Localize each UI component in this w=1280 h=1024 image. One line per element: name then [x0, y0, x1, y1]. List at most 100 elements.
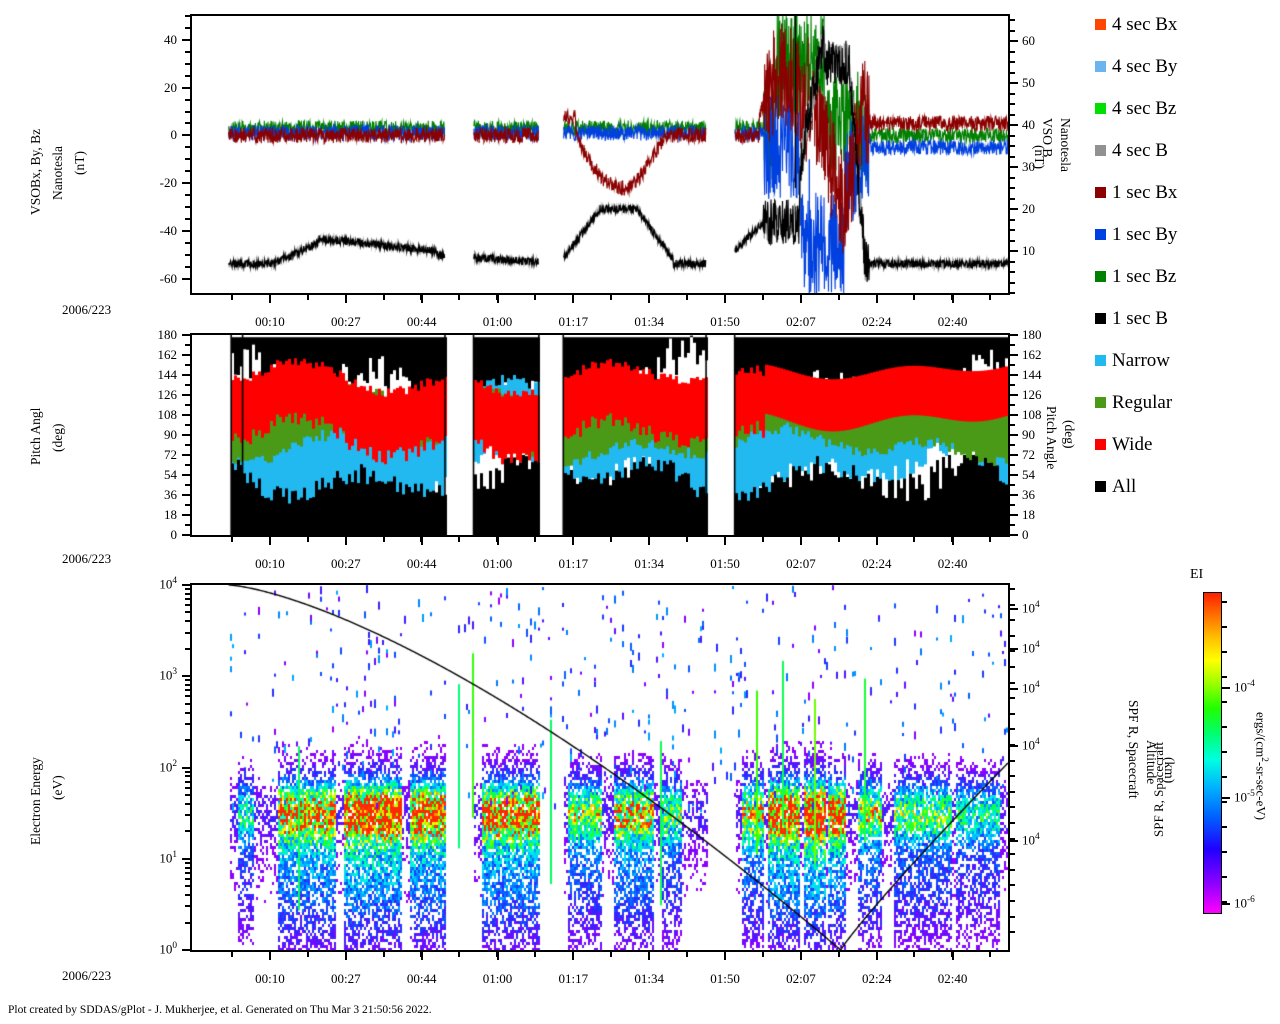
axis-tickmark: [182, 334, 190, 336]
legend-item-4-sec-bx[interactable]: 4 sec Bx: [1095, 14, 1177, 34]
axis-tickmark: [306, 952, 309, 957]
spectrogram-left-axis-title: Electron Energy: [28, 757, 43, 845]
legend-item-narrow[interactable]: Narrow: [1095, 350, 1170, 370]
axis-tickmark: [1222, 751, 1227, 753]
axis-tickmark: [458, 295, 461, 300]
axis-tickmark: [185, 524, 190, 526]
legend-label: Narrow: [1112, 349, 1171, 371]
legend-item-regular[interactable]: Regular: [1095, 392, 1172, 412]
axis-tickmark: [1010, 931, 1015, 934]
axis-tickmark: [534, 952, 537, 957]
axis-tickmark: [185, 780, 190, 783]
axis-tickmark: [1010, 197, 1015, 200]
axis-tickmark: [185, 711, 190, 714]
legend-swatch-icon: [1095, 270, 1106, 282]
legend-label: 1 sec B: [1112, 307, 1168, 329]
axis-tickmark: [496, 952, 499, 957]
axis-tickmark: [182, 182, 190, 185]
axis-tickmark: [268, 295, 271, 300]
magnetic-left-tick: 20: [164, 79, 177, 95]
axis-tickmark: [1222, 701, 1227, 703]
axis-tickmark: [1222, 826, 1227, 828]
axis-tickmark: [185, 814, 190, 817]
axis-tickmark: [1010, 853, 1015, 856]
legend-item-1-sec-b[interactable]: 1 sec B: [1095, 308, 1168, 328]
axis-tickmark: [989, 295, 992, 300]
magnetic-x-tick: 01:34: [634, 314, 664, 329]
axis-tickmark: [182, 584, 190, 586]
axis-tickmark: [185, 770, 190, 773]
magnetic-left-axis-title: VSOBx, By, Bz: [28, 128, 43, 215]
axis-tickmark: [1010, 839, 1018, 842]
legend-item-all[interactable]: All: [1095, 476, 1136, 496]
axis-tickmark: [185, 866, 190, 869]
axis-tickmark: [185, 684, 190, 687]
pitch-left-tick: 72: [164, 447, 177, 462]
magnetic-right-tick: 10: [1022, 243, 1035, 259]
axis-tickmark: [185, 265, 190, 268]
spectrogram-left-tick: 101: [159, 849, 177, 866]
axis-tickmark: [182, 414, 190, 416]
axis-tickmark: [185, 871, 190, 874]
axis-tickmark: [1010, 374, 1018, 376]
magnetic-right-tick: 20: [1022, 201, 1035, 217]
axis-tickmark: [837, 952, 840, 957]
axis-tickmark: [382, 295, 385, 300]
magnetic-right-tick: 40: [1022, 117, 1035, 133]
legend-item-4-sec-by[interactable]: 4 sec By: [1095, 56, 1177, 76]
axis-tickmark: [182, 134, 190, 137]
axis-tickmark: [1010, 504, 1015, 506]
magnetic-x-tick: 00:27: [330, 314, 361, 329]
axis-tickmark: [268, 537, 271, 542]
axis-tickmark: [1010, 394, 1018, 396]
axis-tickmark: [182, 454, 190, 456]
axis-tickmark: [1010, 92, 1015, 95]
pitch-right-axis-units: (deg): [1062, 420, 1077, 449]
axis-tickmark: [647, 952, 650, 957]
axis-tickmark: [185, 146, 190, 149]
spectrogram-left-tick: 104: [159, 576, 177, 592]
axis-tickmark: [185, 384, 190, 386]
legend-item-4-sec-bz[interactable]: 4 sec Bz: [1095, 98, 1176, 118]
legend-item-1-sec-bx[interactable]: 1 sec Bx: [1095, 182, 1177, 202]
axis-tickmark: [458, 952, 461, 957]
axis-tickmark: [1010, 650, 1015, 653]
legend-item-1-sec-by[interactable]: 1 sec By: [1095, 224, 1177, 244]
pitch-right-tick: 0: [1022, 527, 1029, 542]
axis-tickmark: [1010, 837, 1015, 840]
axis-tickmark: [1010, 364, 1015, 366]
spectrogram-right-axis-title: SPF R, Spacecraft: [1126, 700, 1141, 799]
legend-swatch-icon: [1095, 186, 1106, 198]
axis-tickmark: [182, 766, 190, 769]
spectrogram-x-tick: 00:10: [255, 971, 285, 986]
axis-tickmark: [185, 424, 190, 426]
axis-tickmark: [1010, 384, 1015, 386]
legend-item-wide[interactable]: Wide: [1095, 434, 1152, 454]
colorbar-unit-c: -sr-sec-eV): [1253, 761, 1269, 821]
legend-item-1-sec-bz[interactable]: 1 sec Bz: [1095, 266, 1176, 286]
pitch-left-tick: 90: [164, 427, 177, 442]
legend-item-4-sec-b[interactable]: 4 sec B: [1095, 140, 1168, 160]
pitch-right-tick: 126: [1022, 387, 1042, 402]
axis-tickmark: [185, 611, 190, 614]
axis-tickmark: [1010, 666, 1015, 668]
axis-tickmark: [496, 295, 499, 300]
axis-tickmark: [685, 537, 688, 542]
axis-tickmark: [761, 952, 764, 957]
spectrogram-x-tick: 00:44: [406, 971, 437, 986]
axis-tickmark: [1010, 61, 1015, 64]
pitch-left-axis-units: (deg): [50, 423, 65, 452]
spectrogram-x-tick: 01:50: [710, 971, 740, 986]
axis-tickmark: [185, 464, 190, 466]
colorbar-title: EI: [1190, 567, 1204, 582]
spectrogram-left-axis-units: (eV): [50, 775, 65, 800]
spectrogram-left-tick: 103: [159, 667, 177, 683]
axis-tickmark: [185, 170, 190, 173]
axis-tickmark: [1010, 229, 1015, 232]
axis-tickmark: [1010, 354, 1018, 356]
axis-tickmark: [185, 689, 190, 692]
axis-tickmark: [1010, 524, 1015, 526]
axis-tickmark: [185, 15, 190, 17]
pitch-left-tick: 36: [164, 487, 177, 502]
axis-tickmark: [799, 537, 802, 542]
